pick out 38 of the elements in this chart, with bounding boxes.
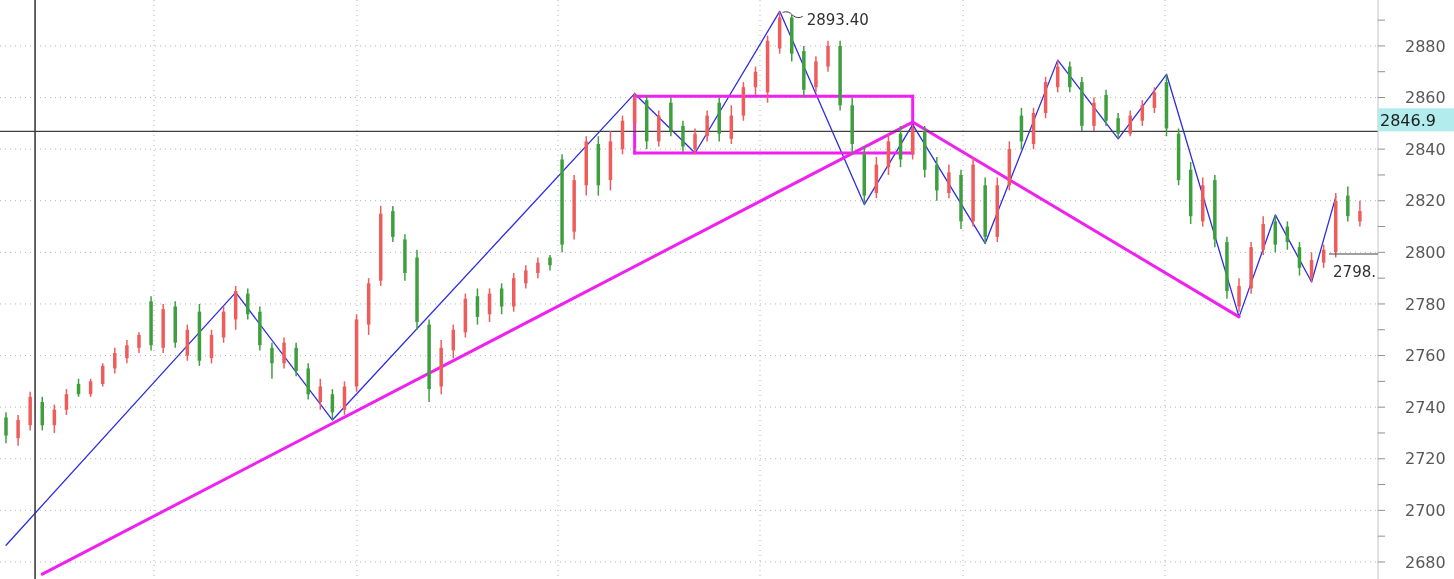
y-tick-label: 2720 [1405,449,1446,469]
candlestick [4,411,8,445]
candlestick [270,341,274,380]
candlestick [947,163,951,199]
candlestick [1358,199,1362,228]
candlestick [1237,277,1241,313]
annotation: 2893.40 [806,11,869,30]
candlestick [246,287,250,321]
candlestick [693,127,697,156]
y-tick-label: 2760 [1405,346,1446,366]
candlestick [524,264,528,290]
y-tick-label: 2700 [1405,501,1446,521]
candlestick [113,347,117,375]
annotation: 2798. [1333,263,1376,281]
y-tick-label: 2800 [1405,243,1446,263]
candlestick [1128,109,1132,137]
y-tick-label: 2680 [1405,552,1446,572]
y-tick-label: 2740 [1405,397,1446,417]
y-tick-label: 2880 [1405,36,1446,56]
candlestick [536,256,540,279]
candlestick [499,282,504,316]
candlestick [16,414,20,447]
y-tick-label: 2780 [1405,294,1446,314]
candlestick [705,109,709,143]
y-tick-label: 2820 [1405,191,1446,211]
candlestick [681,120,685,153]
candlestick [1068,60,1072,94]
ref-line-label: 2846.9 [1380,111,1436,131]
candlestick [137,331,141,354]
candlestick [1116,112,1120,140]
y-tick-label: 2860 [1405,88,1446,108]
candlestick [826,40,830,73]
candlestick [125,339,129,365]
candlestick [282,336,286,370]
candlestick [294,341,298,377]
candlestick [1092,96,1096,132]
candlestick [1346,185,1350,223]
y-tick-label: 2840 [1405,139,1446,159]
